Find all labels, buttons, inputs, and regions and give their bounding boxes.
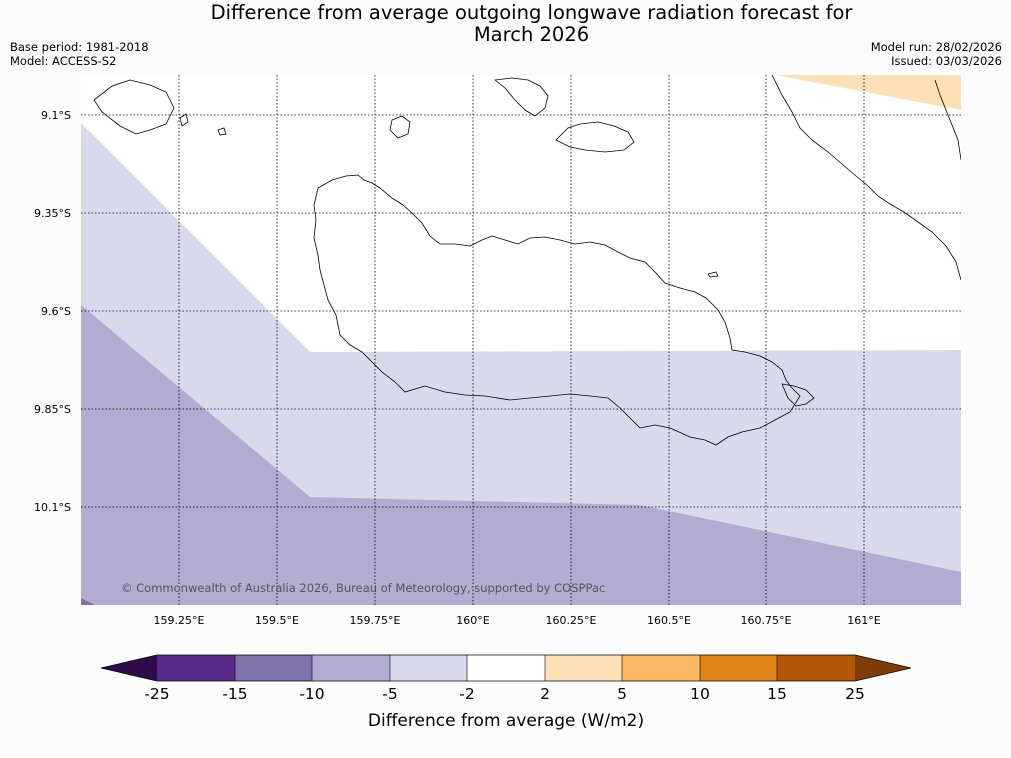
title-line-1: Difference from average outgoing longwav…: [210, 1, 853, 24]
base-period: Base period: 1981-2018: [10, 40, 149, 54]
colorbar-swatch: [390, 655, 467, 681]
lat-axis: 9.1°S 9.35°S 9.6°S 9.85°S 10.1°S: [34, 109, 71, 514]
colorbar: -25 -15 -10 -5 -2 2 5 10 15 25 Differenc…: [100, 654, 912, 731]
coastline-nggela: [555, 121, 635, 153]
colorbar-swatch: [700, 655, 777, 681]
colorbar-tick: 10: [690, 685, 710, 703]
colorbar-extend-high: [855, 655, 911, 681]
anomaly-zone-minus10-minus5: [81, 305, 961, 605]
lon-axis: 159.25°E 159.5°E 159.75°E 160°E 160.25°E…: [154, 614, 881, 627]
coastline-savo-islet: [389, 115, 411, 139]
coastline-islet-small: [217, 127, 227, 136]
colorbar-extend-low: [101, 655, 157, 681]
lon-label: 159.5°E: [255, 614, 299, 627]
colorbar-tick: 2: [540, 685, 550, 703]
lon-label: 160.75°E: [741, 614, 792, 627]
coastline-marau: [781, 383, 815, 407]
colorbar-label: Difference from average (W/m2): [368, 711, 644, 731]
graticule: [81, 75, 961, 605]
colorbar-swatch: [622, 655, 700, 681]
lon-label: 159.25°E: [154, 614, 205, 627]
meta-left: Base period: 1981-2018 Model: ACCESS-S2: [10, 40, 149, 68]
lat-label: 9.85°S: [34, 403, 71, 416]
colorbar-swatch: [467, 655, 545, 681]
colorbar-swatch: [157, 655, 235, 681]
colorbar-tick: -5: [382, 685, 397, 703]
anomaly-zone-minus5-minus2: [81, 123, 961, 605]
colorbar-tick: -2: [459, 685, 474, 703]
colorbar-tick: -10: [299, 685, 324, 703]
lon-label: 161°E: [847, 614, 880, 627]
colorbar-tick: 15: [767, 685, 787, 703]
lat-label: 9.35°S: [34, 207, 71, 220]
colorbar-tick: -25: [144, 685, 169, 703]
colorbar-tick: -15: [222, 685, 247, 703]
colorbar-swatch: [777, 655, 855, 681]
lat-label: 10.1°S: [34, 501, 71, 514]
coastline-guadalcanal: [313, 174, 801, 446]
chart-title: Difference from average outgoing longwav…: [0, 2, 1011, 46]
colorbar-tick: 25: [845, 685, 865, 703]
coastline-northeast: [934, 79, 961, 161]
coastlines: [93, 75, 961, 446]
anomaly-zone-minus15-minus10: [81, 598, 95, 605]
colorbar-swatch: [545, 655, 622, 681]
coastline-north-a: [494, 77, 549, 117]
lon-label: 160.25°E: [546, 614, 597, 627]
coastline-islet-east: [707, 271, 719, 278]
issued-date: Issued: 03/03/2026: [891, 54, 1002, 68]
title-line-2: March 2026: [473, 23, 590, 46]
lat-label: 9.1°S: [41, 109, 71, 122]
colorbar-dividers: [234, 655, 778, 681]
copyright-notice: © Commonwealth of Australia 2026, Bureau…: [121, 581, 605, 595]
model-name: Model: ACCESS-S2: [10, 54, 117, 68]
colorbar-swatch: [312, 655, 390, 681]
coastline-malaita: [771, 75, 961, 281]
coastline-north-b: [93, 79, 175, 135]
lon-label: 159.75°E: [350, 614, 401, 627]
anomaly-zone-plus2-plus5: [775, 75, 961, 110]
lon-label: 160.5°E: [647, 614, 691, 627]
colorbar-outline: [100, 654, 912, 682]
model-run: Model run: 28/02/2026: [870, 40, 1002, 54]
colorbar-tick: 5: [617, 685, 627, 703]
colorbar-swatch: [235, 655, 312, 681]
colorbar-ticks: -25 -15 -10 -5 -2 2 5 10 15 25: [144, 685, 865, 703]
lon-label: 160°E: [456, 614, 489, 627]
lat-label: 9.6°S: [41, 305, 71, 318]
map-panel: © Commonwealth of Australia 2026, Bureau…: [81, 75, 961, 605]
meta-right: Model run: 28/02/2026 Issued: 03/03/2026: [871, 40, 1002, 68]
